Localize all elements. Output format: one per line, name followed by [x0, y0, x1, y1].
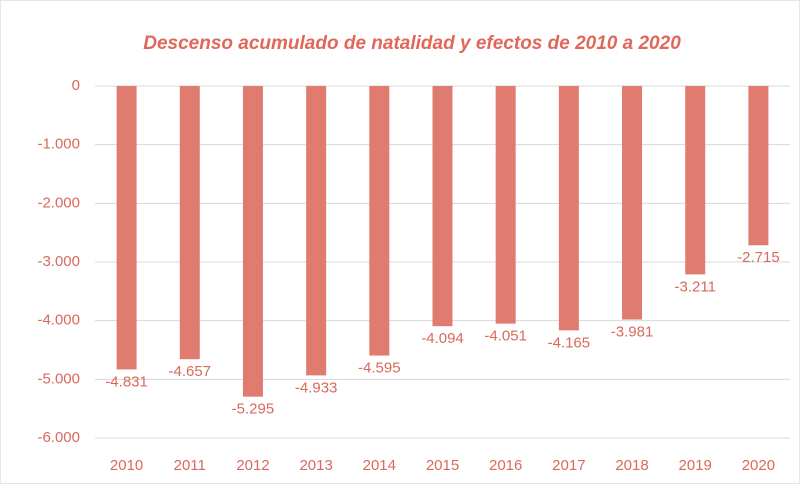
y-tick-label: -5.000	[37, 370, 80, 387]
data-label: -2.715	[737, 249, 780, 266]
data-label: -4.831	[105, 373, 148, 390]
x-tick-label: 2020	[742, 457, 775, 474]
data-label: -4.933	[295, 379, 338, 396]
data-label: -3.981	[611, 324, 654, 341]
x-tick-label: 2017	[552, 457, 585, 474]
x-tick-label: 2018	[615, 457, 648, 474]
x-tick-label: 2019	[679, 457, 712, 474]
data-label: -3.211	[675, 278, 716, 295]
bar	[116, 86, 137, 370]
data-label: -4.595	[358, 360, 401, 377]
x-tick-label: 2010	[110, 457, 143, 474]
bar	[748, 86, 769, 246]
y-tick-label: -1.000	[37, 136, 80, 153]
y-tick-label: -3.000	[37, 253, 80, 270]
y-tick-label: -6.000	[37, 429, 80, 446]
x-tick-label: 2015	[426, 457, 459, 474]
x-tick-label: 2013	[299, 457, 332, 474]
y-tick-label: -4.000	[37, 312, 80, 329]
y-tick-label: 0	[72, 77, 80, 94]
bar	[495, 86, 516, 324]
bar	[432, 86, 453, 327]
data-label: -4.657	[168, 363, 211, 380]
x-tick-label: 2014	[363, 457, 396, 474]
x-tick-label: 2016	[489, 457, 522, 474]
y-tick-label: -2.000	[37, 194, 80, 211]
data-label: -4.165	[548, 334, 591, 351]
data-label: -4.051	[484, 328, 527, 345]
data-label: -5.295	[232, 401, 275, 418]
chart-title: Descenso acumulado de natalidad y efecto…	[143, 33, 681, 54]
x-tick-label: 2011	[174, 457, 206, 474]
data-label: -4.094	[421, 330, 464, 347]
bar	[179, 86, 200, 360]
bar	[242, 86, 263, 397]
bar	[558, 86, 579, 331]
bar	[685, 86, 706, 275]
bar	[369, 86, 390, 356]
bar	[306, 86, 327, 376]
bar	[622, 86, 643, 320]
x-tick-label: 2012	[236, 457, 269, 474]
